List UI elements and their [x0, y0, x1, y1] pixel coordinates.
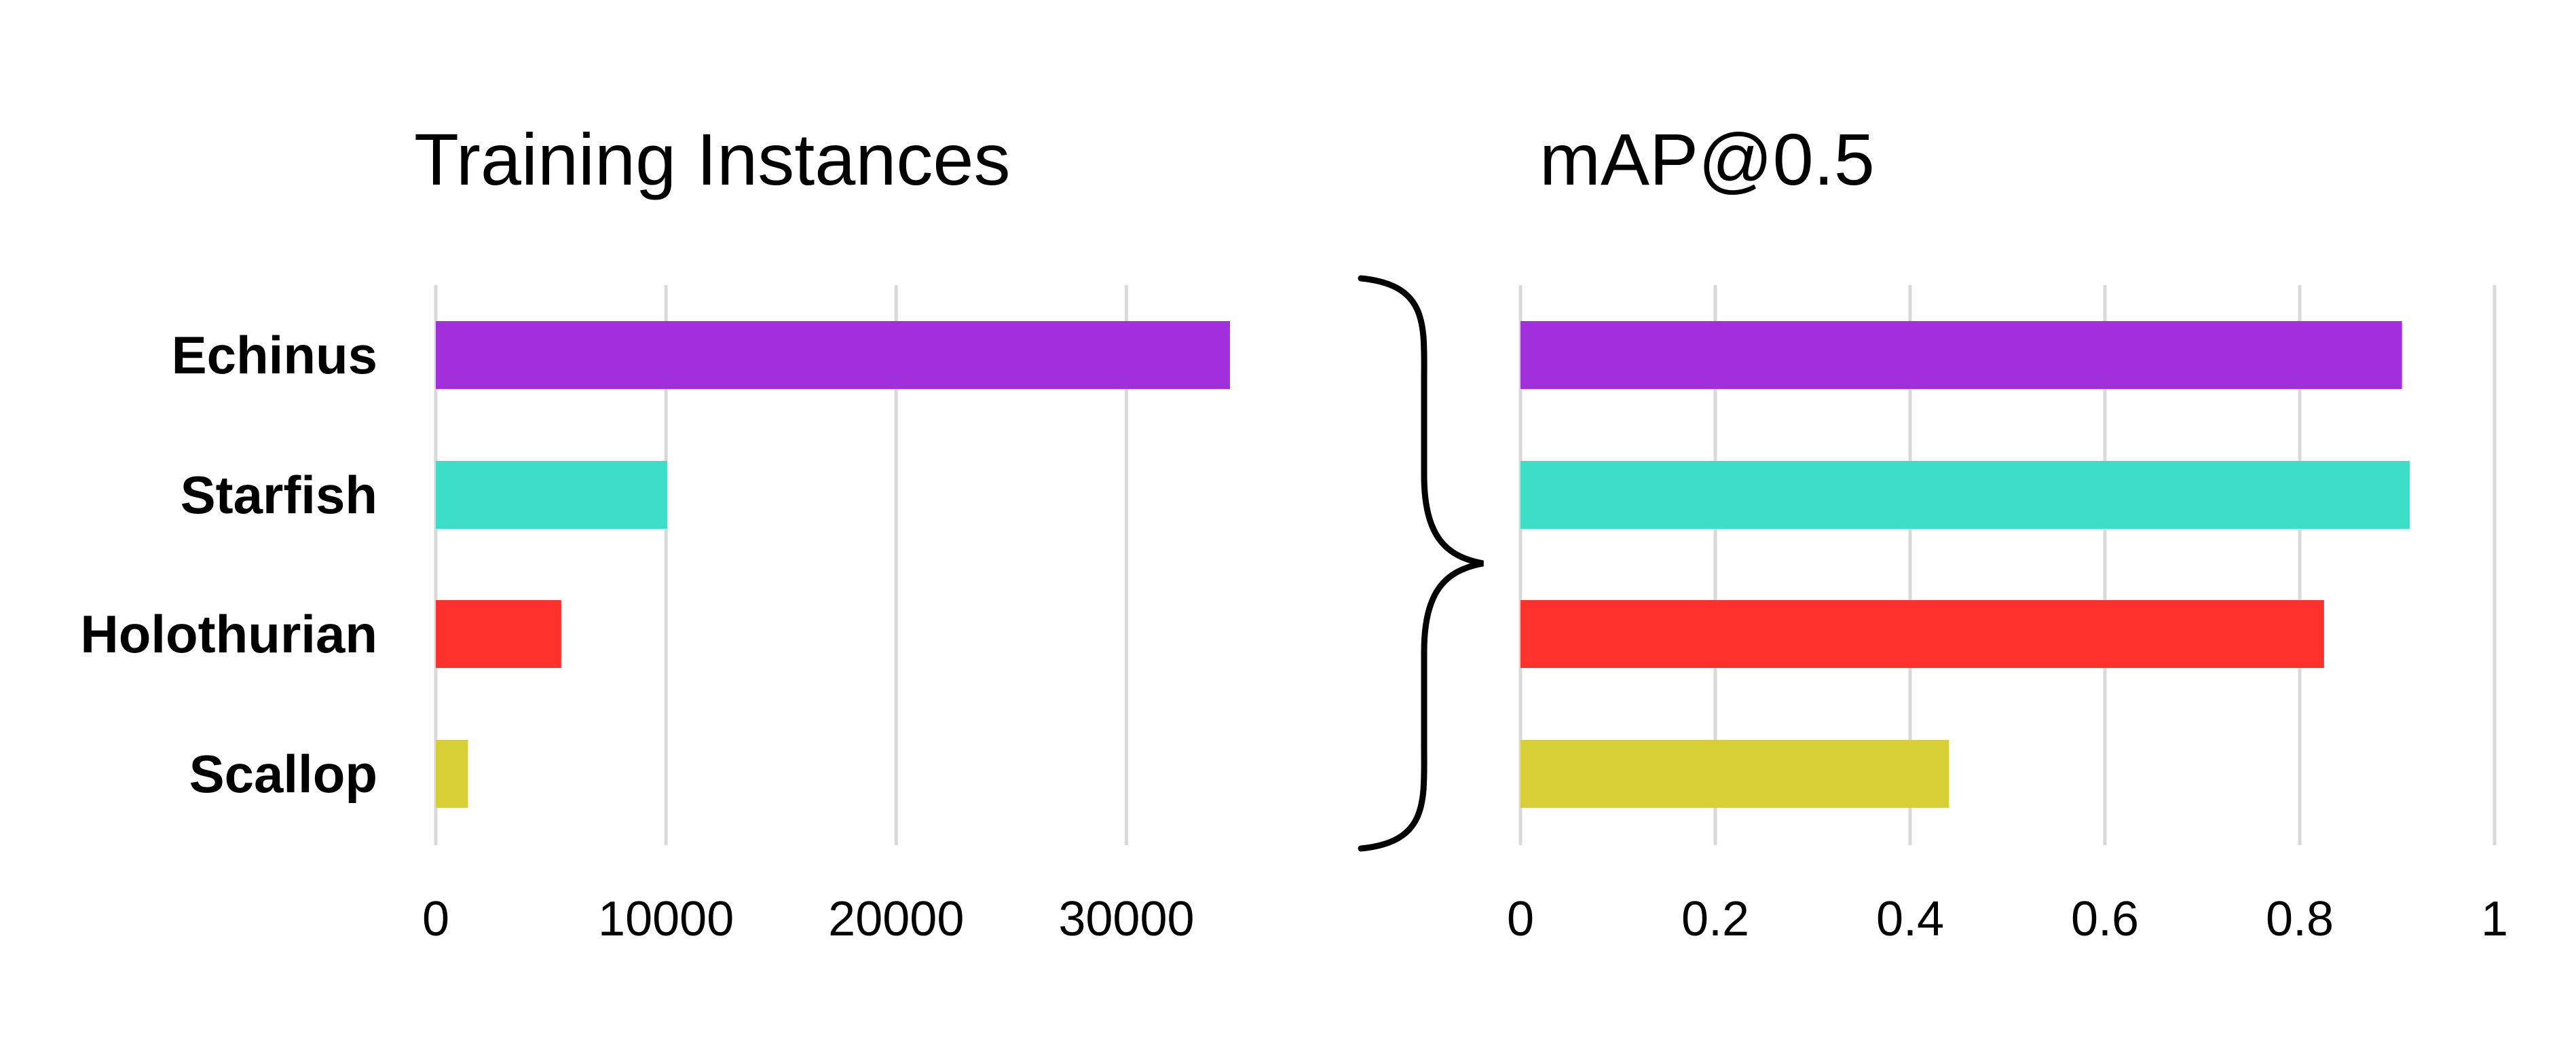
- category-label-scallop: Scallop: [189, 744, 377, 804]
- category-label-starfish: Starfish: [181, 465, 377, 525]
- category-label-echinus: Echinus: [172, 325, 377, 385]
- map-tick-label: 1: [2481, 892, 2508, 946]
- map-bar-holothurian: [1520, 600, 2324, 668]
- training-instances-bar-echinus: [436, 321, 1231, 389]
- map-bars: [1520, 321, 2410, 808]
- category-label-holothurian: Holothurian: [80, 604, 377, 664]
- map-tick-labels: 0 0.2 0.4 0.6 0.8 1: [1507, 892, 2508, 946]
- map-bar-echinus: [1520, 321, 2402, 389]
- training-instances-tick-label: 0: [422, 892, 449, 946]
- map-tick-label: 0.2: [1681, 892, 1749, 946]
- map-chart: 0 0.2 0.4 0.6 0.8 1 mAP@0.5: [1507, 118, 2508, 946]
- training-instances-chart: 0 10000 20000 30000 Echinus Starfish Holothur…: [80, 118, 1231, 946]
- map-tick-label: 0.8: [2266, 892, 2334, 946]
- training-instances-bar-holothurian: [436, 600, 561, 668]
- map-tick-label: 0: [1507, 892, 1534, 946]
- curly-brace: [1358, 275, 1484, 852]
- map-tick-label: 0.6: [2071, 892, 2139, 946]
- training-instances-tick-label: 10000: [598, 892, 734, 946]
- training-instances-bar-starfish: [436, 461, 667, 529]
- training-instances-title: Training Instances: [414, 118, 1010, 200]
- training-instances-tick-label: 30000: [1058, 892, 1194, 946]
- training-instances-tick-label: 20000: [828, 892, 964, 946]
- map-bar-starfish: [1520, 461, 2410, 529]
- training-instances-bar-scallop: [436, 740, 468, 808]
- map-bar-scallop: [1520, 740, 1949, 808]
- training-instances-tick-labels: 0 10000 20000 30000: [422, 892, 1195, 946]
- map-title: mAP@0.5: [1539, 118, 1875, 200]
- map-tick-label: 0.4: [1876, 892, 1944, 946]
- category-labels: Echinus Starfish Holothurian Scallop: [80, 325, 377, 804]
- training-instances-bars: [436, 321, 1231, 808]
